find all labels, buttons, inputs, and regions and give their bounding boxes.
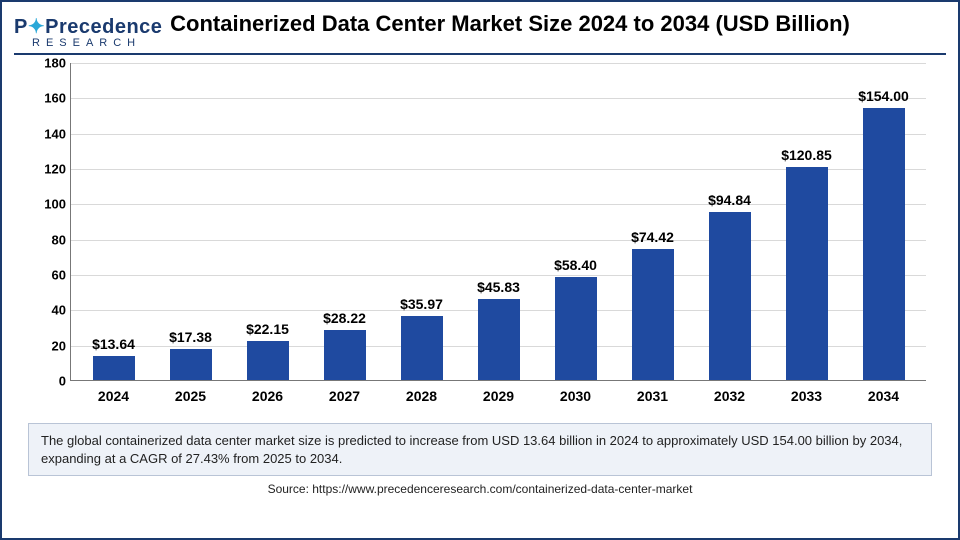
x-tick-label: 2025 [175, 388, 206, 404]
bar-value-label: $154.00 [858, 88, 909, 104]
bar-value-label: $35.97 [400, 296, 443, 312]
bar [324, 330, 366, 380]
logo-text: P✦Precedence [14, 14, 154, 39]
bars-container: $13.642024$17.382025$22.152026$28.222027… [71, 63, 926, 380]
bar-slot: $154.002034 [845, 63, 922, 380]
x-tick-label: 2028 [406, 388, 437, 404]
y-tick-label: 40 [26, 303, 66, 318]
bar-value-label: $120.85 [781, 147, 832, 163]
y-axis-ticks: 0 20 40 60 80 100 120 140 160 180 [26, 59, 70, 409]
y-tick-label: 60 [26, 268, 66, 283]
caption-text: The global containerized data center mar… [41, 433, 902, 466]
x-tick-label: 2024 [98, 388, 129, 404]
x-tick-label: 2032 [714, 388, 745, 404]
bar-value-label: $17.38 [169, 329, 212, 345]
logo-subtext: RESEARCH [14, 37, 154, 49]
bar-value-label: $94.84 [708, 192, 751, 208]
bar-slot: $17.382025 [152, 63, 229, 380]
y-tick-label: 180 [26, 56, 66, 71]
bar [247, 341, 289, 380]
x-tick-label: 2034 [868, 388, 899, 404]
plot-area: $13.642024$17.382025$22.152026$28.222027… [70, 63, 926, 381]
bar [93, 356, 135, 380]
y-tick-label: 120 [26, 162, 66, 177]
x-tick-label: 2026 [252, 388, 283, 404]
bar-value-label: $22.15 [246, 321, 289, 337]
bar-slot: $13.642024 [75, 63, 152, 380]
logo-main: Precedence [45, 16, 162, 38]
bar [401, 316, 443, 380]
header: P✦Precedence RESEARCH Containerized Data… [14, 10, 946, 49]
bar-value-label: $74.42 [631, 229, 674, 245]
chart-title: Containerized Data Center Market Size 20… [154, 10, 946, 38]
bar-slot: $94.842032 [691, 63, 768, 380]
bar-value-label: $28.22 [323, 310, 366, 326]
bar-slot: $74.422031 [614, 63, 691, 380]
bar-slot: $28.222027 [306, 63, 383, 380]
x-tick-label: 2033 [791, 388, 822, 404]
bar-slot: $22.152026 [229, 63, 306, 380]
bar-value-label: $13.64 [92, 336, 135, 352]
bar [786, 167, 828, 381]
bar-value-label: $58.40 [554, 257, 597, 273]
bar [170, 349, 212, 380]
bar [555, 277, 597, 380]
bar [863, 108, 905, 380]
source-line: Source: https://www.precedenceresearch.c… [14, 482, 946, 496]
title-divider [14, 53, 946, 55]
bar [478, 299, 520, 380]
x-tick-label: 2031 [637, 388, 668, 404]
report-page: P✦Precedence RESEARCH Containerized Data… [0, 0, 960, 540]
y-tick-label: 80 [26, 232, 66, 247]
y-tick-label: 140 [26, 126, 66, 141]
y-tick-label: 100 [26, 197, 66, 212]
y-tick-label: 160 [26, 91, 66, 106]
bar-slot: $120.852033 [768, 63, 845, 380]
x-tick-label: 2027 [329, 388, 360, 404]
y-tick-label: 0 [26, 374, 66, 389]
x-tick-label: 2030 [560, 388, 591, 404]
caption-box: The global containerized data center mar… [28, 423, 932, 476]
bar-chart: 020406080100120140160180 $13.642024$17.3… [26, 59, 934, 409]
y-tick-label: 20 [26, 338, 66, 353]
bar-slot: $58.402030 [537, 63, 614, 380]
bar-value-label: $45.83 [477, 279, 520, 295]
brand-logo: P✦Precedence RESEARCH [14, 10, 154, 49]
bar-slot: $35.972028 [383, 63, 460, 380]
bar [709, 212, 751, 380]
x-tick-label: 2029 [483, 388, 514, 404]
bar-slot: $45.832029 [460, 63, 537, 380]
bar [632, 249, 674, 380]
